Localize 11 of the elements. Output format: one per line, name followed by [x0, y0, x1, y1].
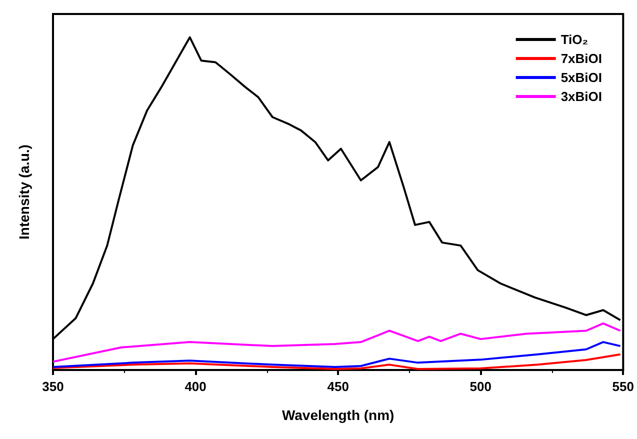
x-tick-label: 550	[612, 379, 634, 394]
x-axis-title: Wavelength (nm)	[282, 407, 394, 423]
legend-label: TiO₂	[560, 32, 588, 47]
x-tick-label: 350	[42, 379, 64, 394]
legend-label: 5xBiOI	[560, 70, 602, 85]
x-tick-label: 450	[327, 379, 349, 394]
y-axis-title: Intensity (a.u.)	[16, 144, 32, 240]
x-tick-label: 400	[184, 379, 206, 394]
legend-label: 3xBiOI	[560, 89, 602, 104]
legend-label: 7xBiOI	[560, 51, 602, 66]
x-tick-label: 500	[470, 379, 492, 394]
